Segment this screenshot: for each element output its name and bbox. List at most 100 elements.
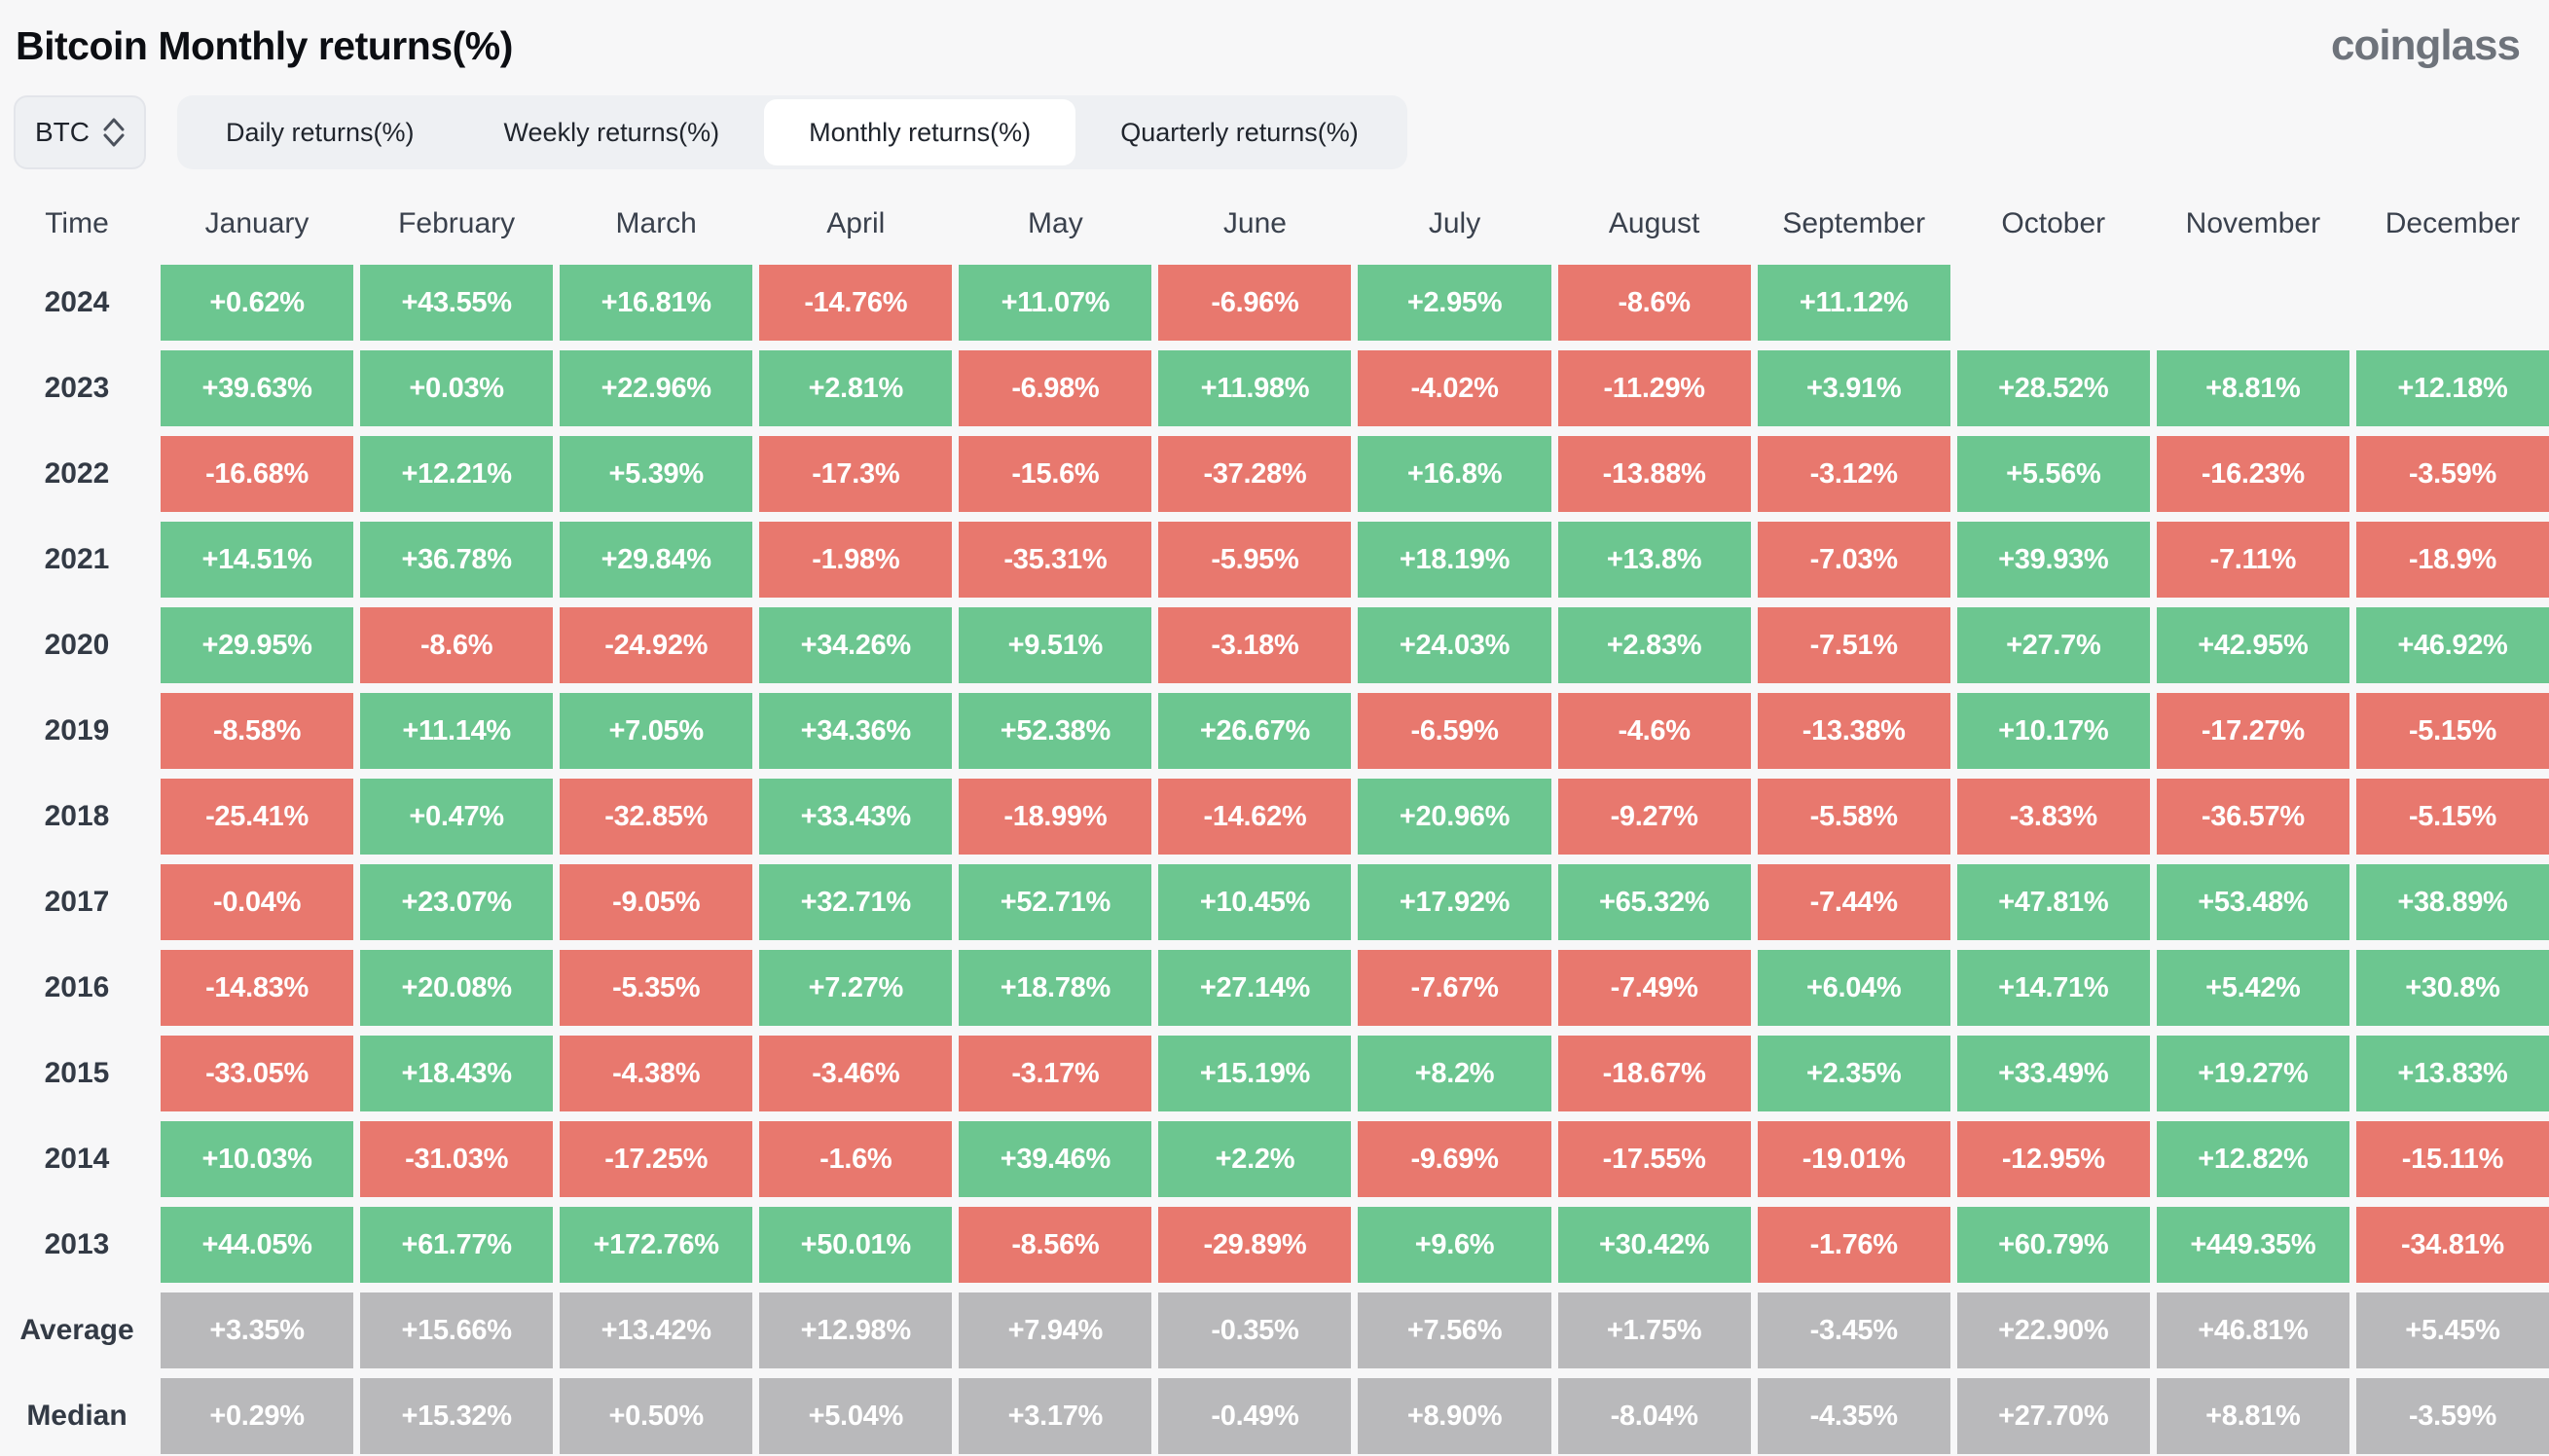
return-cell-median-march: +0.50% xyxy=(560,1378,753,1454)
return-cell-2015-february: +18.43% xyxy=(360,1036,554,1111)
return-cell-2019-november: -17.27% xyxy=(2156,693,2349,769)
returns-tab-bar: Daily returns(%) Weekly returns(%) Monthly… xyxy=(177,95,1407,169)
return-cell-2017-january: -0.04% xyxy=(161,864,354,940)
return-cell-2019-august: -4.6% xyxy=(1557,693,1751,769)
return-cell-2014-july: -9.69% xyxy=(1358,1121,1551,1197)
return-cell-average-july: +7.56% xyxy=(1358,1292,1551,1368)
return-cell-2020-april: +34.26% xyxy=(759,607,953,683)
return-cell-2019-april: +34.36% xyxy=(759,693,953,769)
return-cell-2022-november: -16.23% xyxy=(2156,436,2349,512)
return-cell-2018-june: -14.62% xyxy=(1158,779,1352,855)
return-cell-2019-february: +11.14% xyxy=(360,693,554,769)
return-cell-average-december: +5.45% xyxy=(2355,1292,2549,1368)
return-cell-2013-november: +449.35% xyxy=(2156,1207,2349,1283)
return-cell-2024-january: +0.62% xyxy=(161,265,354,341)
return-cell-2018-may: -18.99% xyxy=(959,779,1152,855)
return-cell-average-february: +15.66% xyxy=(360,1292,554,1368)
return-cell-2014-february: -31.03% xyxy=(360,1121,554,1197)
return-cell-2014-november: +12.82% xyxy=(2156,1121,2349,1197)
return-cell-2013-august: +30.42% xyxy=(1557,1207,1751,1283)
updown-chevron-icon xyxy=(103,118,125,147)
return-cell-2015-march: -4.38% xyxy=(560,1036,753,1111)
return-cell-2023-march: +22.96% xyxy=(560,350,753,426)
column-header-september: September xyxy=(1782,207,1926,239)
return-cell-2018-july: +20.96% xyxy=(1358,779,1551,855)
return-cell-2017-november: +53.48% xyxy=(2156,864,2349,940)
return-cell-2019-june: +26.67% xyxy=(1158,693,1352,769)
return-cell-2023-december: +12.18% xyxy=(2355,350,2549,426)
return-cell-2022-august: -13.88% xyxy=(1557,436,1751,512)
return-cell-2020-march: -24.92% xyxy=(560,607,753,683)
return-cell-2021-june: -5.95% xyxy=(1158,522,1352,598)
return-cell-2022-july: +16.8% xyxy=(1358,436,1551,512)
return-cell-2017-may: +52.71% xyxy=(959,864,1152,940)
return-cell-2023-january: +39.63% xyxy=(161,350,354,426)
return-cell-2017-february: +23.07% xyxy=(360,864,554,940)
return-cell-average-january: +3.35% xyxy=(161,1292,354,1368)
return-cell-2022-february: +12.21% xyxy=(360,436,554,512)
column-header-april: April xyxy=(826,207,886,239)
controls-row: BTC Daily returns(%) Weekly returns(%) Mon… xyxy=(0,95,2549,169)
return-cell-2023-may: -6.98% xyxy=(959,350,1152,426)
return-cell-2020-may: +9.51% xyxy=(959,607,1152,683)
return-cell-2023-july: -4.02% xyxy=(1358,350,1551,426)
tab-quarterly[interactable]: Quarterly returns(%) xyxy=(1120,117,1359,147)
return-cell-2021-december: -18.9% xyxy=(2355,522,2549,598)
return-cell-2018-march: -32.85% xyxy=(560,779,753,855)
return-cell-2018-september: -5.58% xyxy=(1757,779,1950,855)
column-header-january: January xyxy=(204,207,310,239)
top-bar: Bitcoin Monthly returns(%) coinglass xyxy=(0,16,2549,70)
return-cell-2013-april: +50.01% xyxy=(759,1207,953,1283)
return-cell-2024-february: +43.55% xyxy=(360,265,554,341)
return-cell-2015-may: -3.17% xyxy=(959,1036,1152,1111)
return-cell-2022-may: -15.6% xyxy=(959,436,1152,512)
return-cell-2022-june: -37.28% xyxy=(1158,436,1352,512)
column-header-july: July xyxy=(1428,207,1481,239)
return-cell-2016-november: +5.42% xyxy=(2156,950,2349,1026)
return-cell-median-august: -8.04% xyxy=(1557,1378,1751,1454)
empty-cell-2024-october xyxy=(1957,265,2150,341)
return-cell-2020-july: +24.03% xyxy=(1358,607,1551,683)
median-label: Median xyxy=(26,1400,127,1432)
return-cell-2022-april: -17.3% xyxy=(759,436,953,512)
return-cell-median-june: -0.49% xyxy=(1158,1378,1352,1454)
return-cell-2016-march: -5.35% xyxy=(560,950,753,1026)
return-cell-2016-august: -7.49% xyxy=(1557,950,1751,1026)
return-cell-2015-july: +8.2% xyxy=(1358,1036,1551,1111)
return-cell-2018-april: +33.43% xyxy=(759,779,953,855)
return-cell-2016-september: +6.04% xyxy=(1757,950,1950,1026)
return-cell-2015-june: +15.19% xyxy=(1158,1036,1352,1111)
return-cell-2023-june: +11.98% xyxy=(1158,350,1352,426)
coin-selector[interactable]: BTC xyxy=(14,95,146,169)
return-cell-2018-november: -36.57% xyxy=(2156,779,2349,855)
return-cell-2013-december: -34.81% xyxy=(2355,1207,2549,1283)
return-cell-2015-september: +2.35% xyxy=(1757,1036,1950,1111)
return-cell-2016-october: +14.71% xyxy=(1956,950,2150,1026)
return-cell-2017-september: -7.44% xyxy=(1757,864,1950,940)
tab-daily[interactable]: Daily returns(%) xyxy=(226,117,415,147)
return-cell-2019-july: -6.59% xyxy=(1358,693,1551,769)
return-cell-2017-march: -9.05% xyxy=(560,864,753,940)
return-cell-2019-october: +10.17% xyxy=(1956,693,2150,769)
return-cell-2021-october: +39.93% xyxy=(1956,522,2150,598)
tab-monthly[interactable]: Monthly returns(%) xyxy=(764,99,1076,165)
return-cell-2013-may: -8.56% xyxy=(959,1207,1152,1283)
coin-selector-value: BTC xyxy=(35,117,90,147)
return-cell-2024-march: +16.81% xyxy=(560,265,753,341)
year-label: 2019 xyxy=(44,714,110,746)
column-header-december: December xyxy=(2385,207,2521,239)
return-cell-2020-february: -8.6% xyxy=(360,607,554,683)
return-cell-2018-december: -5.15% xyxy=(2355,779,2549,855)
column-header-may: May xyxy=(1028,207,1083,239)
return-cell-2017-june: +10.45% xyxy=(1158,864,1352,940)
return-cell-median-september: -4.35% xyxy=(1757,1378,1950,1454)
return-cell-2013-january: +44.05% xyxy=(161,1207,354,1283)
tab-weekly[interactable]: Weekly returns(%) xyxy=(503,117,720,147)
return-cell-2014-april: -1.6% xyxy=(759,1121,953,1197)
return-cell-2022-january: -16.68% xyxy=(161,436,354,512)
return-cell-2017-august: +65.32% xyxy=(1557,864,1751,940)
year-label: 2021 xyxy=(44,543,110,575)
year-label: 2020 xyxy=(44,629,110,661)
return-cell-2021-august: +13.8% xyxy=(1557,522,1751,598)
